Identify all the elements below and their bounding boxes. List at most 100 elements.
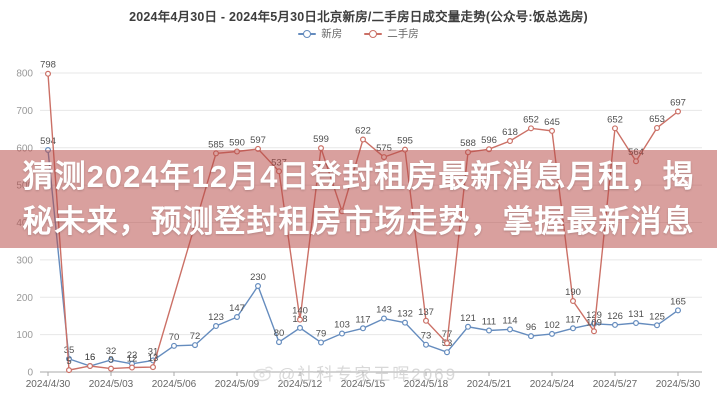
data-point xyxy=(360,325,367,332)
overlay-banner-line1: 猜测2024年12月4日登封租房最新消息月租，揭 xyxy=(22,159,695,194)
data-label: 80 xyxy=(274,328,285,339)
svg-text:2024/5/12: 2024/5/12 xyxy=(278,379,323,390)
legend-marker-icon xyxy=(298,29,317,38)
svg-text:2024/5/27: 2024/5/27 xyxy=(593,379,638,390)
data-point xyxy=(527,125,534,132)
data-point xyxy=(213,323,220,330)
data-label: 618 xyxy=(502,127,518,138)
data-label: 12 xyxy=(127,354,138,365)
data-point xyxy=(423,341,430,348)
svg-text:2024/5/09: 2024/5/09 xyxy=(215,379,260,390)
data-label: 132 xyxy=(397,309,413,320)
data-label: 697 xyxy=(670,97,686,108)
data-point xyxy=(653,124,660,131)
svg-text:200: 200 xyxy=(16,293,33,304)
data-point xyxy=(507,326,514,333)
data-point xyxy=(423,317,430,324)
x-axis: 2024/4/30 2024/5/03 2024/5/06 2024/5/09 2024… xyxy=(26,371,702,390)
data-point xyxy=(590,328,597,335)
data-point xyxy=(611,125,618,132)
data-point xyxy=(276,339,283,346)
legend: 新房 二手房 xyxy=(0,26,717,41)
data-point xyxy=(486,327,493,334)
svg-text:800: 800 xyxy=(16,69,33,80)
data-label: 79 xyxy=(316,328,327,339)
data-label: 645 xyxy=(544,117,560,128)
watermark: @社科专家王晖2069 xyxy=(252,360,457,385)
data-label: 595 xyxy=(397,136,413,147)
data-point xyxy=(318,339,325,346)
data-point xyxy=(86,363,93,370)
data-label: 147 xyxy=(229,303,245,314)
data-point xyxy=(234,314,241,321)
data-label: 190 xyxy=(565,287,581,298)
data-point xyxy=(107,357,114,364)
data-label: 96 xyxy=(526,322,537,333)
data-label: 590 xyxy=(229,137,245,148)
svg-text:2024/5/03: 2024/5/03 xyxy=(89,379,134,390)
data-label: 652 xyxy=(607,114,623,125)
data-point xyxy=(44,70,51,77)
data-point xyxy=(674,108,681,115)
data-label: 129 xyxy=(586,310,602,321)
watermark-text: @社科专家王晖2069 xyxy=(278,365,458,384)
data-label: 109 xyxy=(586,317,602,328)
data-label: 13 xyxy=(148,353,159,364)
data-point xyxy=(297,324,304,331)
data-label: 653 xyxy=(649,114,665,125)
data-point xyxy=(527,333,534,340)
data-label: 596 xyxy=(481,135,497,146)
data-label: 143 xyxy=(376,305,392,316)
data-label: 597 xyxy=(250,135,266,146)
data-label: 117 xyxy=(565,314,580,325)
data-point xyxy=(192,342,199,349)
data-label: 599 xyxy=(313,134,329,145)
legend-item-新房: 新房 xyxy=(298,26,342,41)
data-point xyxy=(444,349,451,356)
data-label: 73 xyxy=(421,331,432,342)
data-point xyxy=(674,307,681,314)
data-point xyxy=(129,364,136,371)
data-point xyxy=(548,127,555,134)
data-point xyxy=(507,138,514,145)
data-label: 70 xyxy=(169,332,180,343)
data-point xyxy=(297,316,304,323)
legend-marker-icon xyxy=(364,29,383,38)
data-label: 575 xyxy=(376,143,392,154)
data-label: 16 xyxy=(85,352,96,363)
data-label: 22 xyxy=(127,350,138,361)
svg-text:300: 300 xyxy=(16,255,33,266)
data-label: 117 xyxy=(355,314,370,325)
data-point xyxy=(360,136,367,143)
data-label: 5 xyxy=(66,356,71,367)
data-label: 123 xyxy=(208,312,224,323)
svg-text:2024/5/30: 2024/5/30 xyxy=(656,379,701,390)
data-point xyxy=(548,330,555,337)
data-label: 72 xyxy=(190,331,201,342)
data-point xyxy=(569,297,576,304)
data-point xyxy=(150,364,157,371)
data-point xyxy=(255,283,262,290)
data-point xyxy=(465,323,472,330)
svg-text:2024/4/30: 2024/4/30 xyxy=(26,379,71,390)
data-point xyxy=(107,365,114,372)
svg-text:700: 700 xyxy=(16,106,33,117)
data-label: 140 xyxy=(292,306,308,317)
data-label: 77 xyxy=(442,329,453,340)
data-label: 111 xyxy=(482,317,496,328)
data-point xyxy=(611,321,618,328)
svg-text:2024/5/24: 2024/5/24 xyxy=(530,379,575,390)
data-label: 137 xyxy=(418,307,434,318)
data-point xyxy=(653,322,660,329)
data-point xyxy=(65,367,72,374)
data-label: 126 xyxy=(607,311,623,322)
data-label: 35 xyxy=(64,345,75,356)
data-label: 16 xyxy=(85,352,96,363)
data-label: 798 xyxy=(40,60,56,71)
svg-text:2024/5/15: 2024/5/15 xyxy=(341,379,386,390)
data-label: 131 xyxy=(628,309,644,320)
data-label: 588 xyxy=(460,138,476,149)
data-label: 230 xyxy=(250,272,266,283)
data-label: 622 xyxy=(355,126,371,137)
